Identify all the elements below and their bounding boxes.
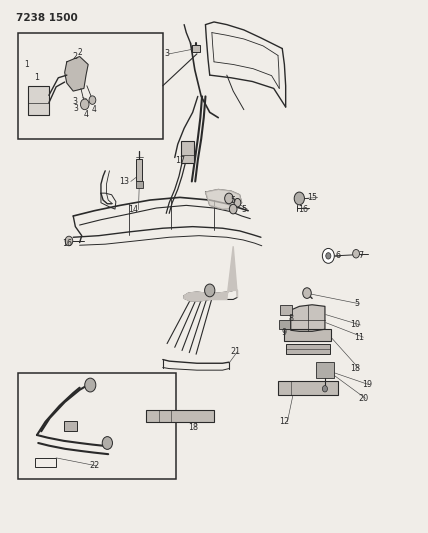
- Circle shape: [326, 253, 331, 259]
- Circle shape: [85, 378, 96, 392]
- Text: 7238 1500: 7238 1500: [16, 13, 77, 23]
- Bar: [64, 421, 77, 431]
- Bar: [136, 181, 143, 188]
- Text: 11: 11: [354, 333, 364, 342]
- Text: 19: 19: [362, 380, 372, 389]
- Text: 4: 4: [83, 110, 89, 119]
- Text: 14: 14: [128, 205, 138, 214]
- Text: 1: 1: [24, 60, 29, 69]
- Circle shape: [65, 236, 73, 246]
- Polygon shape: [205, 189, 242, 209]
- Text: 18: 18: [350, 364, 360, 373]
- Text: 21: 21: [230, 347, 241, 356]
- Polygon shape: [291, 305, 325, 332]
- Bar: [284, 329, 331, 341]
- Text: 20: 20: [358, 394, 369, 403]
- Text: 13: 13: [119, 177, 129, 186]
- Text: 8: 8: [288, 313, 293, 322]
- Bar: [316, 362, 334, 378]
- Bar: [181, 141, 193, 163]
- Text: 2: 2: [77, 49, 82, 57]
- Circle shape: [353, 249, 360, 258]
- Circle shape: [205, 284, 215, 297]
- Circle shape: [225, 193, 233, 204]
- Text: 7: 7: [359, 252, 364, 260]
- Text: 1: 1: [35, 73, 39, 82]
- Circle shape: [102, 437, 113, 449]
- Circle shape: [303, 288, 311, 298]
- Bar: [192, 45, 200, 52]
- Bar: [280, 305, 292, 316]
- Bar: [278, 381, 338, 395]
- Text: 5: 5: [354, 299, 360, 308]
- Text: 18: 18: [187, 423, 198, 432]
- Circle shape: [89, 96, 96, 104]
- Bar: [137, 159, 143, 181]
- Text: 9: 9: [282, 328, 287, 337]
- Circle shape: [80, 99, 89, 110]
- Circle shape: [294, 192, 304, 205]
- Text: 10: 10: [350, 320, 360, 329]
- Text: 12: 12: [279, 417, 289, 426]
- Bar: [285, 344, 330, 354]
- Text: 3: 3: [165, 50, 169, 58]
- Circle shape: [229, 204, 237, 214]
- Polygon shape: [65, 56, 88, 91]
- Text: 3: 3: [73, 97, 78, 106]
- Text: 16: 16: [299, 205, 309, 214]
- Bar: [146, 410, 214, 422]
- Circle shape: [322, 248, 334, 263]
- Text: 5: 5: [231, 196, 236, 205]
- Bar: [28, 86, 49, 115]
- Text: 5: 5: [241, 205, 247, 214]
- Text: 22: 22: [89, 462, 100, 470]
- Bar: [18, 33, 163, 139]
- Text: 17: 17: [175, 156, 185, 165]
- Polygon shape: [184, 246, 238, 301]
- Circle shape: [322, 385, 327, 392]
- Text: 6: 6: [335, 252, 340, 260]
- Text: 3: 3: [73, 103, 78, 112]
- Bar: [35, 458, 56, 467]
- Text: 4: 4: [91, 105, 96, 114]
- Bar: [279, 320, 289, 329]
- Bar: [18, 373, 175, 479]
- Text: 15: 15: [307, 193, 317, 202]
- Circle shape: [234, 198, 241, 207]
- Text: 2: 2: [73, 52, 78, 61]
- Text: 16: 16: [62, 239, 72, 248]
